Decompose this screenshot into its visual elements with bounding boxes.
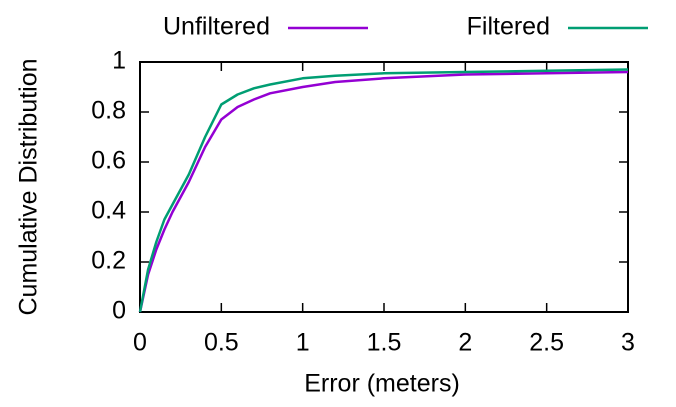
plot-frame [139,61,629,313]
y-tick-label: 0.4 [91,197,126,225]
y-axis-label: Cumulative Distribution [15,58,43,315]
y-tick-label: 0 [112,297,126,325]
y-tick-label: 1 [112,47,126,75]
x-tick-label: 0.5 [204,329,239,357]
legend-label: Filtered [467,13,550,41]
y-tick-label: 0.6 [91,147,126,175]
y-tick-label: 0.8 [91,97,126,125]
x-tick-label: 2.5 [529,329,564,357]
x-tick-label: 1.5 [367,329,402,357]
x-tick-label: 3 [621,329,635,357]
legend-label: Unfiltered [163,13,270,41]
y-tick-label: 0.2 [91,247,126,275]
data-line [138,70,629,313]
x-tick-label: 0 [133,329,147,357]
x-tick-label: 2 [458,329,472,357]
data-line [138,68,629,313]
x-axis-label: Error (meters) [304,370,460,398]
x-tick-label: 1 [296,329,310,357]
